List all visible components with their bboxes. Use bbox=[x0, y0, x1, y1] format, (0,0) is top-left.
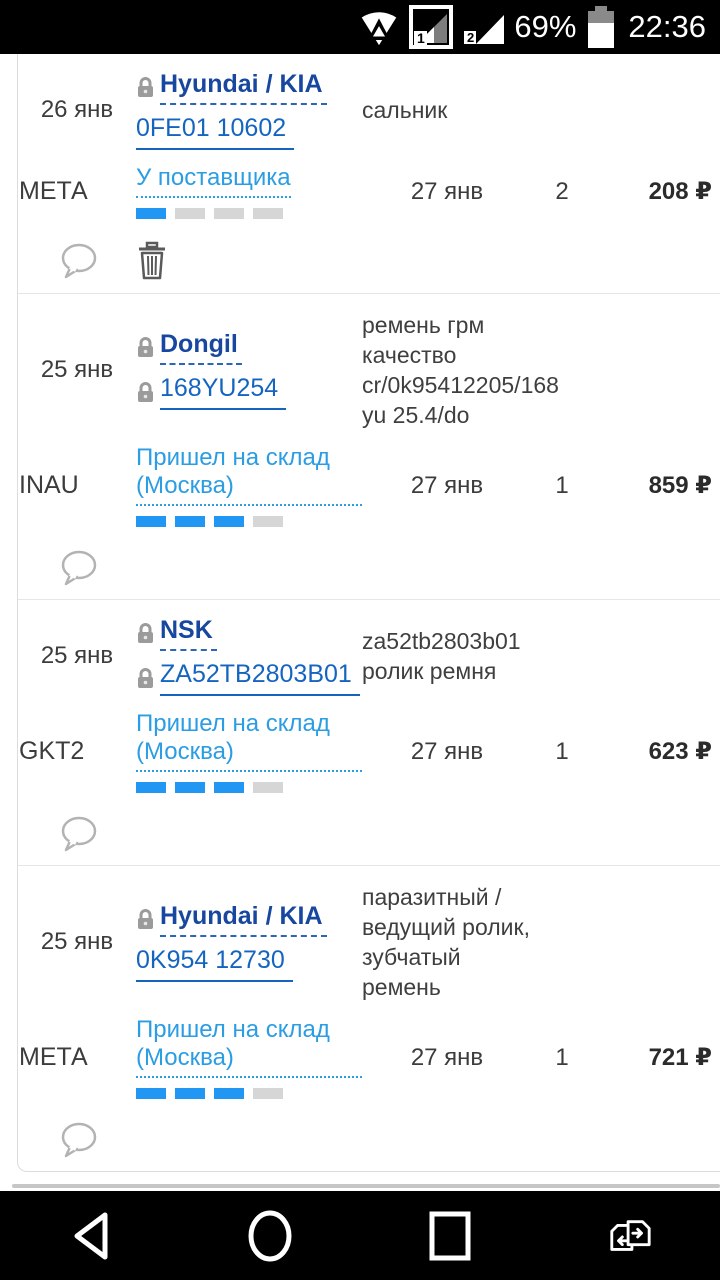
order-row: 25 янв Dongil 168YU254 bbox=[18, 294, 720, 600]
status-link[interactable]: У поставщика bbox=[136, 164, 291, 198]
order-description: za52tb2803b01 ролик ремня bbox=[362, 628, 521, 684]
delivery-date: 27 янв bbox=[410, 471, 484, 499]
horizontal-scrollbar[interactable] bbox=[12, 1184, 720, 1188]
price: 859 ₽ bbox=[648, 472, 712, 499]
comment-icon[interactable] bbox=[58, 1121, 98, 1159]
status-link[interactable]: Пришел на склад (Москва) bbox=[136, 710, 362, 772]
home-button[interactable] bbox=[210, 1191, 330, 1280]
delivery-date: 27 янв bbox=[410, 737, 484, 765]
supplier-code: GKT2 bbox=[19, 737, 85, 765]
lock-icon bbox=[136, 622, 155, 645]
lock-icon bbox=[136, 336, 155, 359]
empty-area bbox=[0, 1172, 720, 1184]
comment-icon[interactable] bbox=[58, 549, 98, 587]
article-link[interactable]: 168YU254 bbox=[160, 374, 287, 410]
order-description: паразитный / ведущий ролик, зубчатый рем… bbox=[362, 884, 530, 1000]
order-date: 25 янв bbox=[40, 356, 114, 383]
wifi-icon bbox=[360, 5, 398, 49]
battery-icon bbox=[586, 5, 616, 49]
order-description: ремень грм качество cr/0k95412205/168 yu… bbox=[362, 312, 559, 428]
lock-icon bbox=[136, 667, 155, 690]
recents-button[interactable] bbox=[390, 1191, 510, 1280]
order-date: 26 янв bbox=[40, 96, 114, 123]
price: 208 ₽ bbox=[648, 178, 712, 205]
progress-bar bbox=[136, 516, 362, 527]
price: 623 ₽ bbox=[648, 738, 712, 765]
supplier-code: INAU bbox=[19, 471, 79, 499]
android-nav-bar bbox=[0, 1191, 720, 1280]
svg-text:2: 2 bbox=[467, 30, 474, 45]
comment-icon[interactable] bbox=[58, 815, 98, 853]
quantity: 2 bbox=[555, 177, 569, 205]
status-link[interactable]: Пришел на склад (Москва) bbox=[136, 1016, 362, 1078]
delete-icon[interactable] bbox=[136, 241, 168, 281]
svg-text:1: 1 bbox=[417, 30, 425, 46]
order-date: 25 янв bbox=[40, 928, 114, 955]
orders-list: 26 янв Hyundai / KIA 0FE01 10602 bbox=[0, 54, 720, 1191]
order-date: 25 янв bbox=[40, 642, 114, 669]
order-row: 26 янв Hyundai / KIA 0FE01 10602 bbox=[18, 54, 720, 294]
comment-icon[interactable] bbox=[58, 242, 98, 280]
status-link[interactable]: Пришел на склад (Москва) bbox=[136, 444, 362, 506]
quantity: 1 bbox=[555, 1043, 569, 1071]
lock-icon bbox=[136, 908, 155, 931]
battery-percent: 69% bbox=[514, 9, 577, 44]
brand-link[interactable]: Hyundai / KIA bbox=[160, 70, 327, 105]
article-link[interactable]: 0K954 12730 bbox=[136, 946, 293, 982]
quantity: 1 bbox=[555, 471, 569, 499]
sim2-signal-icon: 2 bbox=[464, 4, 505, 50]
back-button[interactable] bbox=[30, 1191, 150, 1280]
lock-icon bbox=[136, 76, 155, 99]
brand-link[interactable]: Dongil bbox=[160, 330, 242, 365]
order-row: 25 янв NSK ZA52TB2803B01 bbox=[18, 600, 720, 866]
status-bar: 1 2 69% 22:36 bbox=[0, 0, 720, 54]
price: 721 ₽ bbox=[648, 1044, 712, 1071]
progress-bar bbox=[136, 1088, 362, 1099]
delivery-date: 27 янв bbox=[410, 1043, 484, 1071]
supplier-code: МЕТА bbox=[19, 1043, 88, 1071]
quantity: 1 bbox=[555, 737, 569, 765]
supplier-code: МЕТА bbox=[19, 177, 88, 205]
article-link[interactable]: 0FE01 10602 bbox=[136, 114, 295, 150]
clock: 22:36 bbox=[628, 9, 706, 44]
brand-link[interactable]: Hyundai / KIA bbox=[160, 902, 327, 937]
brand-link[interactable]: NSK bbox=[160, 616, 217, 651]
order-description: сальник bbox=[362, 97, 448, 123]
order-row: 25 янв Hyundai / KIA 0K954 12730 bbox=[18, 866, 720, 1171]
progress-bar bbox=[136, 208, 362, 219]
lock-icon bbox=[136, 381, 155, 404]
orders-table: 26 янв Hyundai / KIA 0FE01 10602 bbox=[17, 54, 720, 1172]
progress-bar bbox=[136, 782, 362, 793]
delivery-date: 27 янв bbox=[410, 177, 484, 205]
sim1-signal-icon: 1 bbox=[408, 4, 454, 50]
sim-switch-button[interactable] bbox=[570, 1191, 690, 1280]
article-link[interactable]: ZA52TB2803B01 bbox=[160, 660, 360, 696]
